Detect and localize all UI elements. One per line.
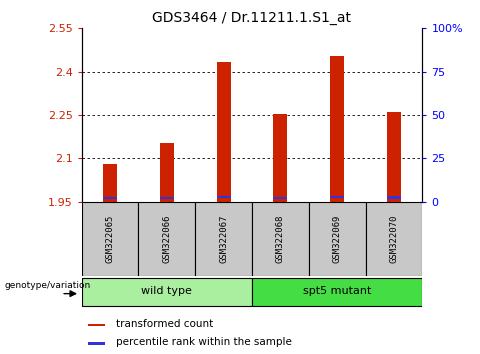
Bar [330, 196, 344, 198]
Text: GSM322070: GSM322070 [389, 215, 398, 263]
FancyBboxPatch shape [195, 202, 252, 276]
Bar [103, 164, 117, 202]
FancyBboxPatch shape [252, 278, 422, 306]
FancyBboxPatch shape [82, 278, 252, 306]
Bar [273, 114, 288, 202]
Bar [330, 56, 344, 202]
FancyBboxPatch shape [309, 202, 366, 276]
Bar [216, 196, 231, 198]
Text: GSM322066: GSM322066 [162, 215, 171, 263]
Text: GSM322067: GSM322067 [219, 215, 228, 263]
Text: GSM322065: GSM322065 [106, 215, 115, 263]
Bar [160, 196, 174, 199]
FancyBboxPatch shape [138, 202, 195, 276]
Text: percentile rank within the sample: percentile rank within the sample [116, 337, 291, 348]
Bar [387, 112, 401, 202]
Text: GSM322068: GSM322068 [276, 215, 285, 263]
Text: GSM322069: GSM322069 [333, 215, 342, 263]
Bar [88, 324, 106, 326]
Text: genotype/variation: genotype/variation [4, 281, 90, 290]
Bar [103, 196, 117, 199]
Bar [387, 196, 401, 199]
Bar [216, 62, 231, 202]
Bar [88, 342, 106, 345]
Bar [160, 143, 174, 202]
Text: transformed count: transformed count [116, 319, 213, 329]
Bar [273, 197, 288, 199]
Title: GDS3464 / Dr.11211.1.S1_at: GDS3464 / Dr.11211.1.S1_at [153, 11, 351, 24]
FancyBboxPatch shape [366, 202, 422, 276]
FancyBboxPatch shape [82, 202, 138, 276]
FancyBboxPatch shape [252, 202, 309, 276]
Text: wild type: wild type [142, 286, 192, 296]
Text: spt5 mutant: spt5 mutant [303, 286, 372, 296]
